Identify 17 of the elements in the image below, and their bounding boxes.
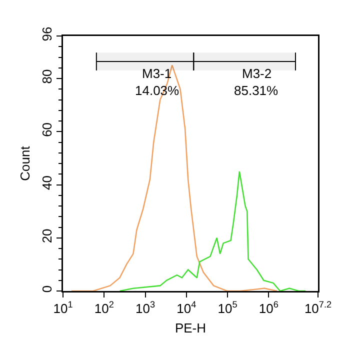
y-tick-label: 40 — [39, 176, 54, 190]
x-tick-label: 10$^{4}$ — [176, 300, 196, 316]
y-axis-title: Count — [18, 146, 32, 181]
x-tick-label: 10$^{5}$ — [218, 300, 238, 316]
x-tick-label: 10$^{6}$ — [258, 300, 278, 316]
y-tick-label: 0 — [39, 285, 54, 293]
y-tick-label: 20 — [39, 228, 54, 244]
x-tick-label: 10$^{1}$ — [53, 300, 73, 316]
x-axis-title: PE-H — [174, 320, 206, 336]
x-tick-label: 10$^{3}$ — [135, 300, 156, 316]
y-tick-label: 80 — [39, 69, 54, 84]
y-tick-label: 96 — [39, 26, 54, 42]
band-label: M3-2 — [242, 66, 272, 81]
x-tick-label: 10$^{2}$ — [94, 300, 114, 316]
annotation: 85.31% — [234, 83, 279, 98]
x-tick-label: 10$^{7.2}$ — [304, 300, 332, 316]
y-tick-label: 60 — [39, 122, 54, 137]
